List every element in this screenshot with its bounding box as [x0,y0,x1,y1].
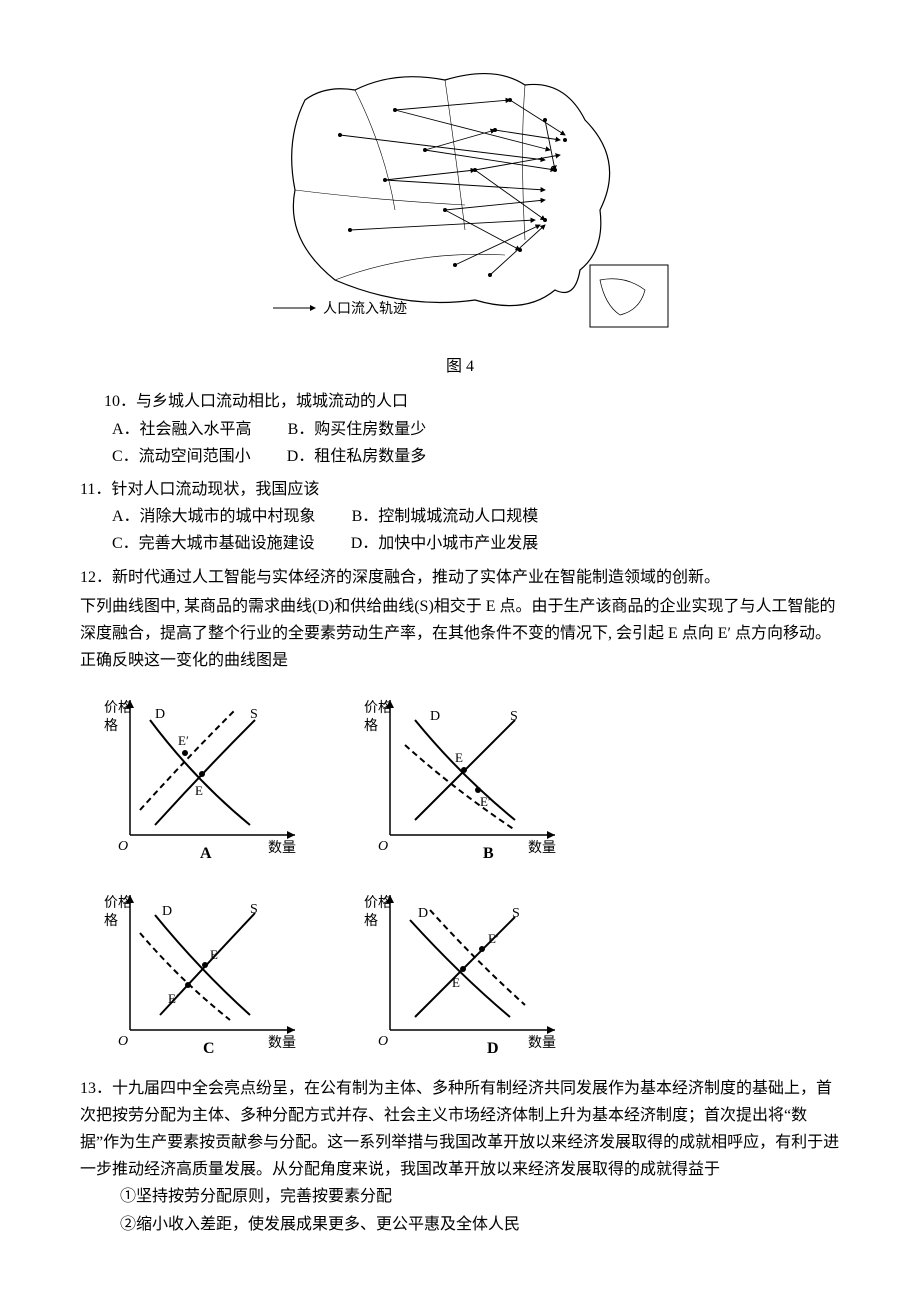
question-10: 10．与乡城人口流动相比，城城流动的人口 A．社会融入水平高 B．购买住房数量少… [80,388,840,470]
question-13: 13．十九届四中全会亮点纷呈，在公有制为主体、多种所有制经济共同发展作为基本经济… [80,1075,840,1238]
q10-stem: 10．与乡城人口流动相比，城城流动的人口 [80,388,840,415]
q12-chart-d: 价格 格 数量 O D S E E′ D [360,885,570,1064]
svg-text:价格: 价格 [364,895,392,911]
q11-row1: A．消除大城市的城中村现象 B．控制城城流动人口规模 [112,503,840,530]
q11-option-b: B．控制城城流动人口规模 [352,503,539,530]
china-flow-map-svg: 人口流入轨迹 [245,40,675,340]
svg-text:D: D [430,709,440,724]
svg-text:D: D [418,906,428,921]
svg-text:数量: 数量 [268,840,296,856]
q13-option-1: ①坚持按劳分配原则，完善按要素分配 [80,1183,840,1210]
q12-chart-b: 价格 格 数量 O D S E E′ B [360,690,570,869]
q13-stem: 13．十九届四中全会亮点纷呈，在公有制为主体、多种所有制经济共同发展作为基本经济… [80,1075,840,1184]
figure-4-caption: 图 4 [80,353,840,380]
svg-text:O: O [118,1034,128,1049]
q12-charts-row-2: 价格 格 数量 O D S E E′ C [100,885,840,1064]
map-legend-text: 人口流入轨迹 [323,301,407,317]
svg-text:D: D [162,904,172,919]
q12-charts-row-1: 价格 格 数量 O D S E′ E A [100,690,840,869]
q10-option-a: A．社会融入水平高 [112,416,252,443]
svg-text:E: E [210,947,218,962]
figure-4-map: 人口流入轨迹 图 4 [80,40,840,380]
q11-row2: C．完善大城市基础设施建设 D．加快中小城市产业发展 [112,530,840,557]
svg-text:格: 格 [364,718,378,734]
svg-text:数量: 数量 [528,1035,556,1051]
svg-text:D: D [155,707,165,722]
svg-text:格: 格 [364,913,378,929]
svg-text:E′: E′ [488,931,499,946]
q10-option-c: C．流动空间范围小 [112,443,251,470]
svg-text:S: S [512,906,520,921]
svg-text:B: B [483,845,494,860]
svg-text:C: C [203,1040,215,1055]
svg-text:O: O [118,839,128,854]
svg-text:S: S [250,902,258,917]
q10-option-d: D．租住私房数量多 [287,443,427,470]
svg-text:S: S [250,707,258,722]
svg-text:A: A [200,845,212,860]
svg-text:E: E [455,750,463,765]
svg-text:S: S [510,709,518,724]
q11-stem: 11．针对人口流动现状，我国应该 [80,476,840,503]
svg-text:价格: 价格 [104,895,132,911]
q11-option-c: C．完善大城市基础设施建设 [112,530,315,557]
q10-row2: C．流动空间范围小 D．租住私房数量多 [112,443,840,470]
q12-stem-line2: 下列曲线图中, 某商品的需求曲线(D)和供给曲线(S)相交于 E 点。由于生产该… [80,593,840,675]
svg-text:E′: E′ [168,991,179,1006]
q12-chart-a: 价格 格 数量 O D S E′ E A [100,690,310,869]
svg-text:O: O [378,839,388,854]
q11-option-a: A．消除大城市的城中村现象 [112,503,316,530]
svg-text:数量: 数量 [268,1035,296,1051]
svg-text:数量: 数量 [528,840,556,856]
svg-text:E′: E′ [178,733,189,748]
q10-option-b: B．购买住房数量少 [288,416,427,443]
svg-text:D: D [487,1040,499,1055]
question-11: 11．针对人口流动现状，我国应该 A．消除大城市的城中村现象 B．控制城城流动人… [80,476,840,558]
svg-text:E: E [452,975,460,990]
svg-text:格: 格 [104,913,118,929]
q11-option-d: D．加快中小城市产业发展 [351,530,539,557]
svg-text:O: O [378,1034,388,1049]
svg-text:E′: E′ [480,794,491,809]
q10-row1: A．社会融入水平高 B．购买住房数量少 [112,416,840,443]
q13-option-2: ②缩小收入差距，使发展成果更多、更公平惠及全体人民 [80,1211,840,1238]
svg-text:价格: 价格 [104,700,132,716]
svg-text:价格: 价格 [364,700,392,716]
question-12: 12．新时代通过人工智能与实体经济的深度融合，推动了实体产业在智能制造领域的创新… [80,564,840,1065]
svg-text:E: E [195,783,203,798]
svg-text:格: 格 [104,718,118,734]
q12-stem-line1: 12．新时代通过人工智能与实体经济的深度融合，推动了实体产业在智能制造领域的创新… [80,564,840,591]
q12-chart-c: 价格 格 数量 O D S E E′ C [100,885,310,1064]
